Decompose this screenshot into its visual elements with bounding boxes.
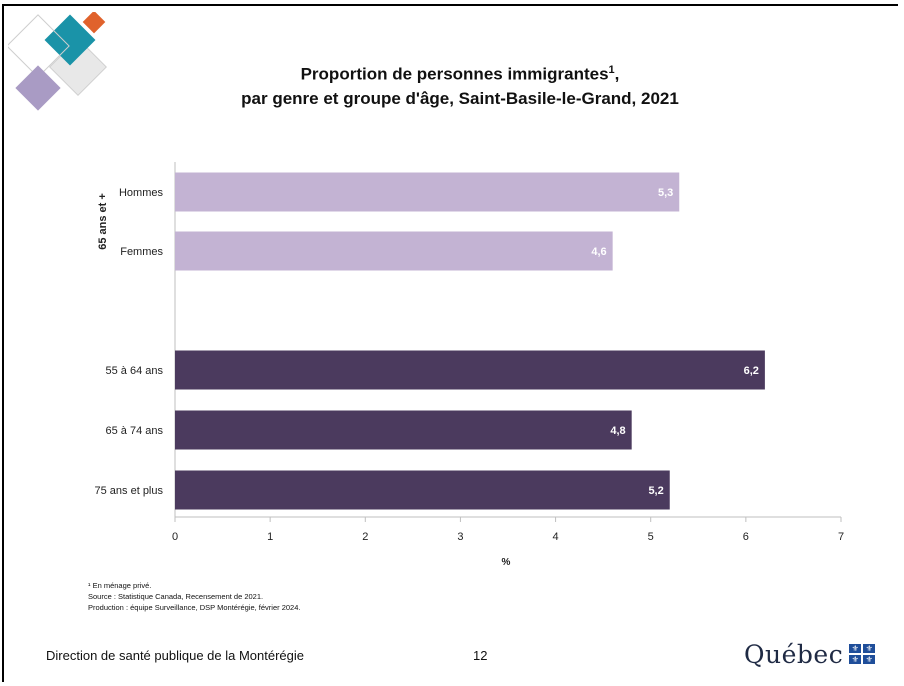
data-label: 5,2	[648, 485, 663, 497]
bar	[175, 350, 765, 390]
category-label: Femmes	[120, 246, 163, 258]
group-label: 65 ans et +	[97, 193, 109, 250]
quebec-logo: Québec ⚜ ⚜ ⚜ ⚜	[744, 632, 894, 676]
x-tick-label: 7	[838, 531, 844, 543]
slide-frame	[2, 4, 898, 682]
category-label: Hommes	[119, 187, 164, 199]
quebec-flag-icon: ⚜ ⚜ ⚜ ⚜	[849, 644, 876, 664]
chart-notes: ¹ En ménage privé. Source : Statistique …	[88, 580, 300, 613]
title-line2: par genre et groupe d'âge, Saint-Basile-…	[241, 88, 679, 108]
category-label: 75 ans et plus	[95, 485, 164, 497]
category-label: 65 à 74 ans	[106, 425, 164, 437]
x-tick-label: 1	[267, 531, 273, 543]
data-label: 5,3	[658, 187, 673, 199]
chart-title: Proportion de personnes immigrantes1, pa…	[150, 58, 770, 111]
quebec-wordmark: Québec	[744, 639, 844, 669]
production-note: Production : équipe Surveillance, DSP Mo…	[88, 603, 301, 612]
category-label: 55 à 64 ans	[106, 365, 164, 377]
bar	[175, 410, 632, 450]
title-superscript: 1	[608, 64, 615, 76]
data-label: 4,8	[610, 425, 625, 437]
title-line1: Proportion de personnes immigrantes	[300, 64, 609, 84]
x-tick-label: 6	[743, 531, 749, 543]
data-label: 6,2	[744, 365, 759, 377]
footnote: ¹ En ménage privé.	[88, 581, 152, 590]
page-number: 12	[473, 648, 488, 663]
x-tick-label: 2	[362, 531, 368, 543]
bar	[175, 231, 613, 271]
x-tick-label: 5	[648, 531, 654, 543]
bar	[175, 172, 680, 212]
source-note: Source : Statistique Canada, Recensement…	[88, 592, 264, 601]
x-tick-label: 3	[457, 531, 463, 543]
footer-organization: Direction de santé publique de la Montér…	[46, 648, 305, 663]
decorative-logo	[8, 12, 107, 111]
x-tick-label: 0	[172, 531, 178, 543]
x-axis-label: %	[502, 557, 511, 568]
x-tick-label: 4	[553, 531, 559, 543]
bar	[175, 470, 670, 510]
data-label: 4,6	[591, 246, 606, 258]
